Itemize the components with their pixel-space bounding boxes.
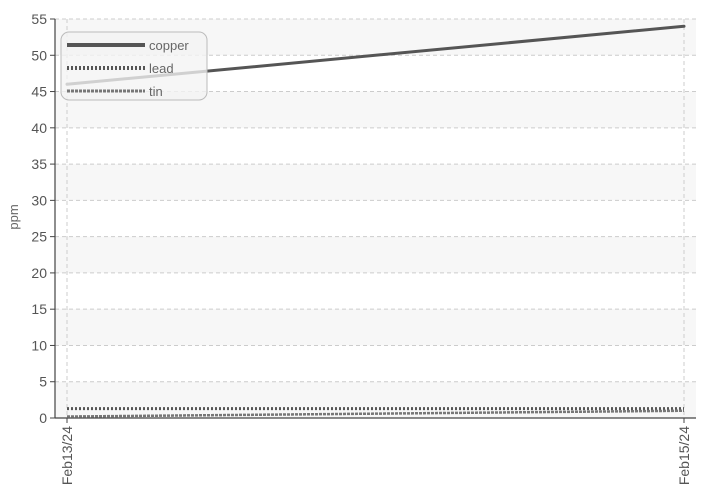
axes bbox=[50, 18, 696, 423]
y-tick-label: 45 bbox=[31, 84, 47, 100]
legend-box bbox=[60, 31, 208, 101]
y-tick-label: 0 bbox=[39, 410, 47, 426]
plot-band bbox=[55, 309, 696, 346]
x-tick-label: Feb13/24 bbox=[59, 426, 75, 485]
gridlines bbox=[55, 18, 696, 418]
y-tick-label: 15 bbox=[31, 301, 47, 317]
series-line-tin bbox=[66, 409, 685, 418]
legend-label-tin: tin bbox=[149, 84, 163, 99]
y-tick-label: 30 bbox=[31, 192, 47, 208]
plot-band bbox=[55, 236, 696, 273]
legend: copper lead tin bbox=[60, 31, 208, 101]
y-tick-label: 5 bbox=[39, 374, 47, 390]
x-tick-labels: Feb13/24 Feb15/24 bbox=[59, 426, 692, 485]
y-tick-labels: 0 5 10 15 20 25 30 35 40 45 50 55 bbox=[31, 11, 47, 426]
y-tick-label: 40 bbox=[31, 120, 47, 136]
y-tick-label: 10 bbox=[31, 337, 47, 353]
y-tick-label: 55 bbox=[31, 11, 47, 27]
y-tick-label: 25 bbox=[31, 229, 47, 245]
legend-label-copper: copper bbox=[149, 38, 189, 53]
y-tick-label: 20 bbox=[31, 265, 47, 281]
y-tick-label: 50 bbox=[31, 47, 47, 63]
plot-background-bands bbox=[55, 19, 696, 418]
x-tick-label: Feb15/24 bbox=[676, 426, 692, 485]
plot-band bbox=[55, 164, 696, 201]
y-axis-title: ppm bbox=[6, 204, 21, 229]
legend-label-lead: lead bbox=[149, 61, 174, 76]
y-tick-label: 35 bbox=[31, 156, 47, 172]
